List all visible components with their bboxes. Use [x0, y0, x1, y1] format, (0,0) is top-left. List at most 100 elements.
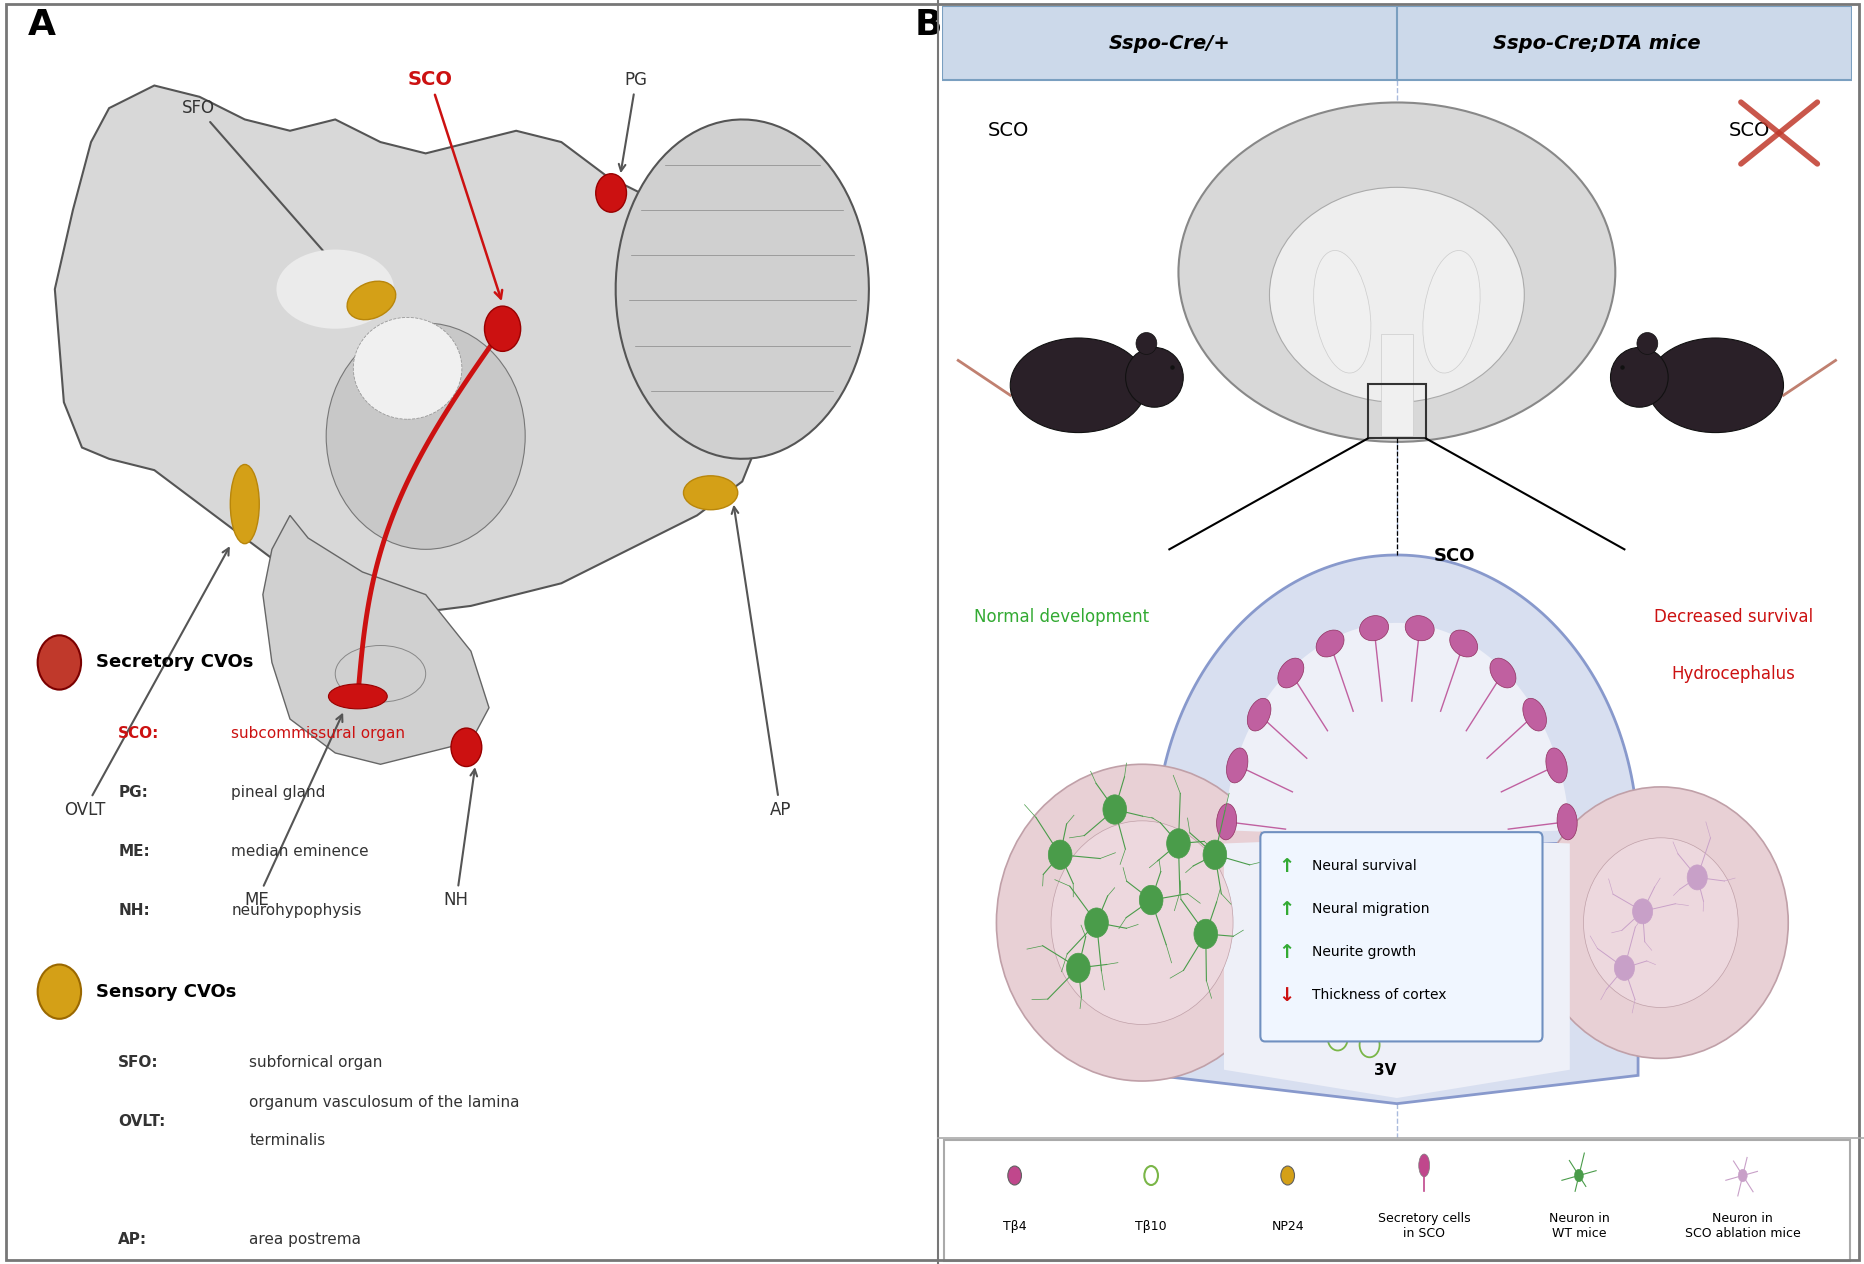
- Polygon shape: [54, 86, 850, 612]
- Text: Thickness of cortex: Thickness of cortex: [1312, 988, 1446, 1002]
- Circle shape: [1344, 896, 1366, 927]
- Text: PG: PG: [619, 71, 647, 171]
- Ellipse shape: [1051, 820, 1232, 1024]
- Text: Neural survival: Neural survival: [1312, 860, 1417, 873]
- Text: SCO:: SCO:: [117, 727, 160, 741]
- Circle shape: [1687, 865, 1706, 890]
- Ellipse shape: [1637, 332, 1657, 354]
- Circle shape: [1737, 1169, 1747, 1182]
- Circle shape: [451, 728, 481, 766]
- Circle shape: [1066, 953, 1090, 982]
- Ellipse shape: [1404, 616, 1433, 641]
- Circle shape: [1167, 829, 1189, 858]
- Ellipse shape: [1178, 102, 1614, 442]
- Text: B: B: [913, 8, 941, 42]
- Text: area postrema: area postrema: [250, 1232, 362, 1246]
- Text: Sspo-Cre;DTA mice: Sspo-Cre;DTA mice: [1493, 34, 1700, 53]
- Text: median eminence: median eminence: [231, 844, 369, 858]
- Text: SCO: SCO: [1728, 121, 1769, 140]
- Text: Decreased survival: Decreased survival: [1653, 608, 1812, 626]
- Ellipse shape: [229, 464, 259, 544]
- Ellipse shape: [1316, 629, 1344, 657]
- Ellipse shape: [1523, 698, 1545, 731]
- Circle shape: [1281, 1165, 1294, 1186]
- FancyBboxPatch shape: [941, 6, 1851, 80]
- Ellipse shape: [1010, 337, 1146, 432]
- Ellipse shape: [347, 281, 395, 320]
- Ellipse shape: [326, 324, 526, 550]
- Circle shape: [595, 173, 626, 212]
- Circle shape: [1614, 956, 1633, 981]
- Circle shape: [1370, 857, 1394, 886]
- Text: SCO: SCO: [1433, 546, 1474, 565]
- Text: Normal development: Normal development: [973, 608, 1148, 626]
- Ellipse shape: [1489, 659, 1515, 688]
- Text: Hydrocephalus: Hydrocephalus: [1670, 665, 1795, 683]
- Text: OVLT: OVLT: [63, 549, 229, 819]
- Circle shape: [37, 636, 80, 690]
- Circle shape: [1202, 841, 1227, 870]
- Ellipse shape: [1135, 332, 1156, 354]
- Text: ↑: ↑: [1279, 857, 1294, 876]
- Text: neurohypophysis: neurohypophysis: [231, 902, 362, 918]
- Text: OVLT:: OVLT:: [117, 1115, 166, 1129]
- Ellipse shape: [1422, 250, 1480, 373]
- Text: SFO: SFO: [181, 99, 345, 277]
- Ellipse shape: [1277, 659, 1303, 688]
- Ellipse shape: [1419, 1154, 1430, 1177]
- Ellipse shape: [1215, 804, 1236, 839]
- Ellipse shape: [1359, 616, 1389, 641]
- Circle shape: [1452, 846, 1476, 875]
- Text: pineal gland: pineal gland: [231, 785, 326, 800]
- Polygon shape: [263, 516, 488, 765]
- Text: SCO: SCO: [408, 71, 501, 298]
- Circle shape: [1357, 948, 1381, 977]
- Circle shape: [1139, 885, 1163, 915]
- Text: SFO:: SFO:: [117, 1055, 158, 1071]
- Circle shape: [1433, 896, 1458, 927]
- Ellipse shape: [1532, 787, 1788, 1058]
- Circle shape: [1417, 868, 1439, 897]
- Text: Sspo-Cre/+: Sspo-Cre/+: [1107, 34, 1230, 53]
- Ellipse shape: [352, 317, 462, 420]
- Polygon shape: [1156, 555, 1637, 1103]
- Text: Neural migration: Neural migration: [1312, 902, 1430, 916]
- Ellipse shape: [1610, 348, 1666, 407]
- Ellipse shape: [1545, 748, 1566, 782]
- Circle shape: [1048, 841, 1072, 870]
- Circle shape: [1398, 902, 1422, 932]
- Circle shape: [1443, 937, 1467, 966]
- Text: terminalis: terminalis: [250, 1134, 326, 1149]
- Ellipse shape: [1556, 804, 1577, 839]
- Ellipse shape: [336, 646, 425, 702]
- Text: A: A: [28, 8, 56, 42]
- Circle shape: [37, 964, 80, 1019]
- Ellipse shape: [1312, 250, 1370, 373]
- FancyBboxPatch shape: [1260, 832, 1542, 1042]
- Ellipse shape: [1448, 629, 1476, 657]
- Circle shape: [1007, 1165, 1021, 1186]
- Text: subcommissural organ: subcommissural organ: [231, 727, 404, 741]
- Text: organum vasculosum of the lamina: organum vasculosum of the lamina: [250, 1095, 520, 1110]
- Text: PG:: PG:: [117, 785, 147, 800]
- Ellipse shape: [1646, 337, 1782, 432]
- Circle shape: [1420, 925, 1445, 954]
- Text: Neuron in
WT mice: Neuron in WT mice: [1547, 1212, 1609, 1240]
- Ellipse shape: [1126, 348, 1182, 407]
- Circle shape: [1631, 899, 1652, 924]
- Text: ME:: ME:: [117, 844, 149, 858]
- Text: NH:: NH:: [117, 902, 149, 918]
- Text: Tβ4: Tβ4: [1003, 1220, 1025, 1232]
- Bar: [1379, 335, 1413, 436]
- Circle shape: [1320, 925, 1344, 954]
- Circle shape: [1573, 1169, 1583, 1182]
- Circle shape: [1102, 795, 1126, 824]
- Text: subfornical organ: subfornical organ: [250, 1055, 382, 1071]
- Circle shape: [1312, 873, 1335, 904]
- Circle shape: [1085, 908, 1107, 938]
- Polygon shape: [1223, 623, 1569, 1098]
- Text: Secretory cells
in SCO: Secretory cells in SCO: [1377, 1212, 1469, 1240]
- Circle shape: [1193, 919, 1217, 949]
- Ellipse shape: [1227, 748, 1247, 782]
- Text: ME: ME: [244, 714, 343, 909]
